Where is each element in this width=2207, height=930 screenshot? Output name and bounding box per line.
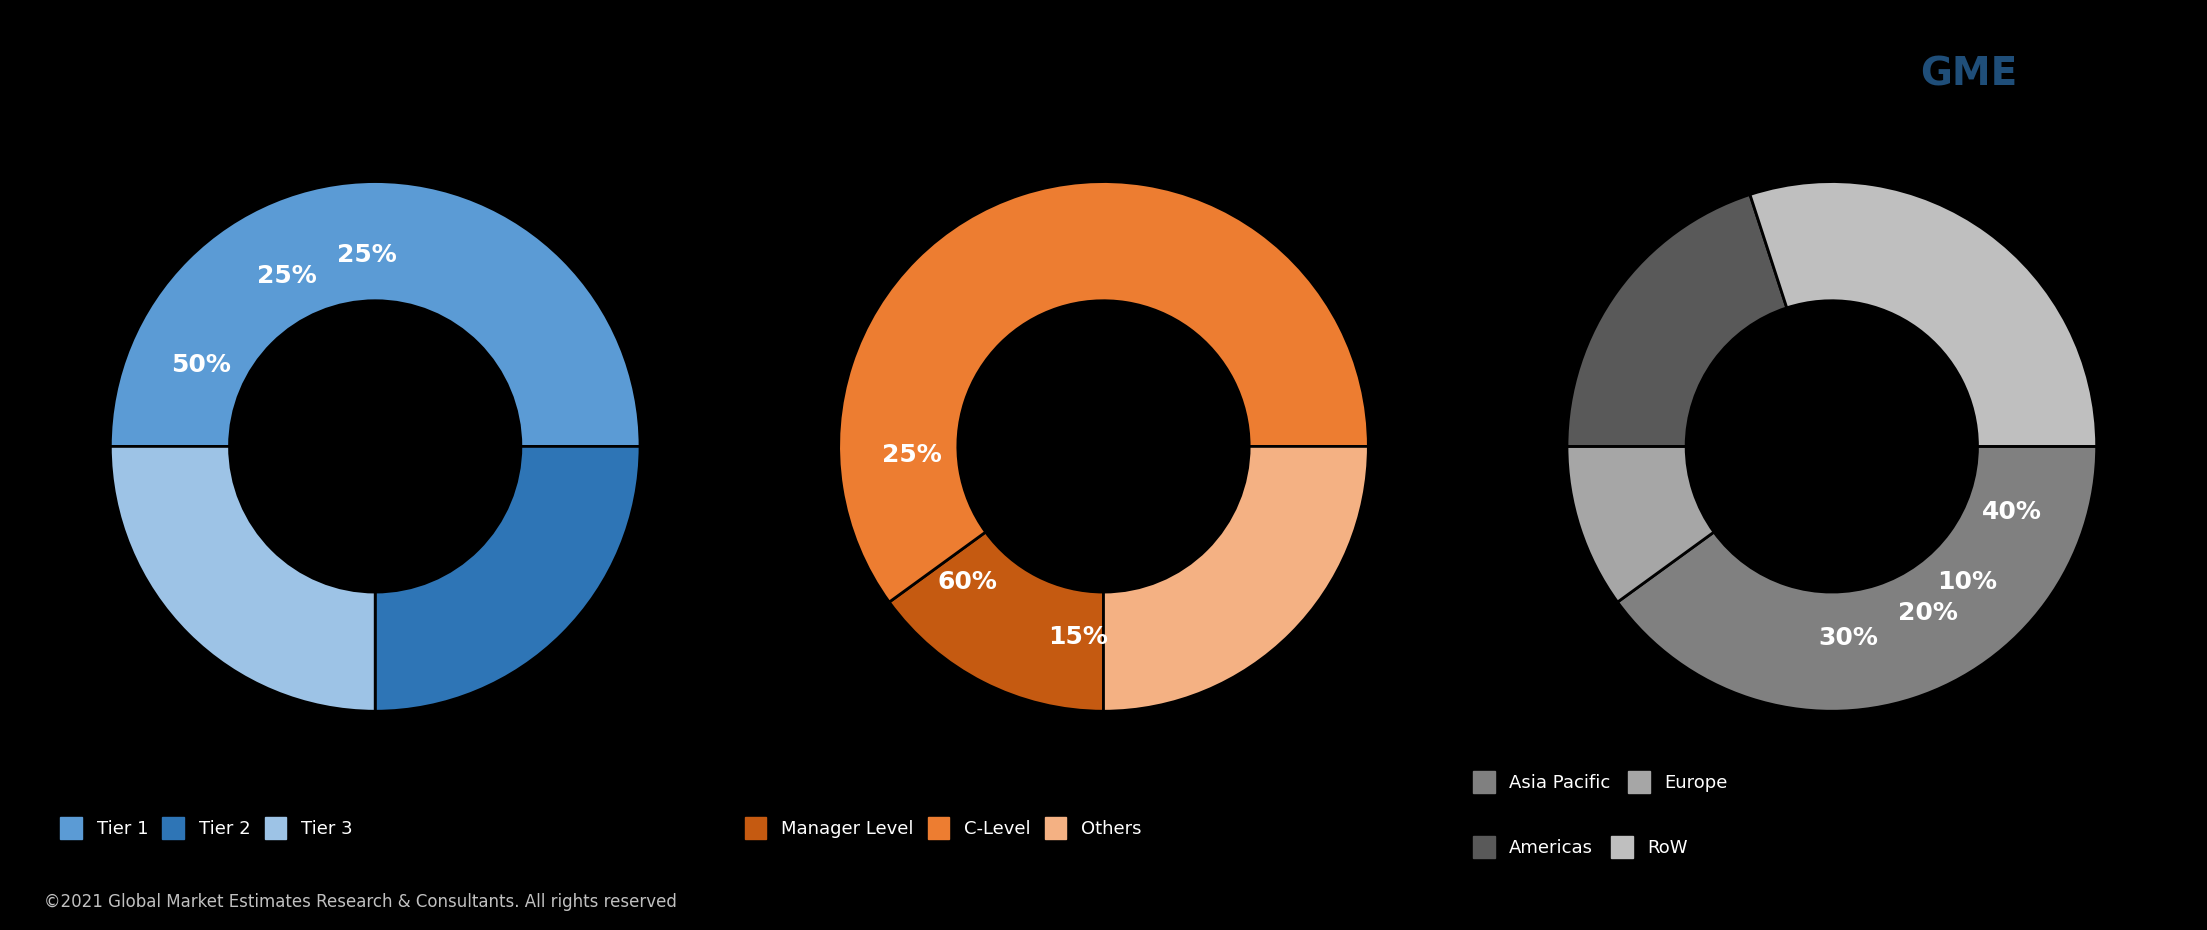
Wedge shape — [1567, 446, 1715, 602]
Wedge shape — [889, 532, 1104, 711]
Wedge shape — [1104, 446, 1368, 711]
Text: 60%: 60% — [938, 570, 998, 594]
Text: 30%: 30% — [1819, 626, 1878, 650]
Legend: Asia Pacific, Europe: Asia Pacific, Europe — [1465, 764, 1735, 800]
Text: 25%: 25% — [338, 243, 397, 267]
Wedge shape — [110, 446, 375, 711]
Wedge shape — [110, 181, 640, 446]
Legend: Tier 1, Tier 2, Tier 3: Tier 1, Tier 2, Tier 3 — [53, 810, 360, 846]
Wedge shape — [839, 181, 1368, 602]
Text: 20%: 20% — [1898, 601, 1958, 625]
Wedge shape — [375, 446, 640, 711]
Text: 15%: 15% — [1048, 625, 1108, 649]
Text: 40%: 40% — [1982, 500, 2041, 525]
Text: 25%: 25% — [883, 443, 942, 467]
Wedge shape — [1567, 194, 1788, 446]
Wedge shape — [1750, 181, 2097, 446]
Text: 25%: 25% — [256, 264, 316, 288]
Text: 50%: 50% — [172, 353, 232, 378]
Text: ©2021 Global Market Estimates Research & Consultants. All rights reserved: ©2021 Global Market Estimates Research &… — [44, 894, 678, 911]
Legend: Americas, RoW: Americas, RoW — [1465, 829, 1695, 865]
Text: 10%: 10% — [1938, 570, 1997, 594]
Wedge shape — [1618, 446, 2097, 711]
Legend: Manager Level, C-Level, Others: Manager Level, C-Level, Others — [737, 810, 1148, 846]
Text: GME: GME — [1920, 56, 2017, 93]
